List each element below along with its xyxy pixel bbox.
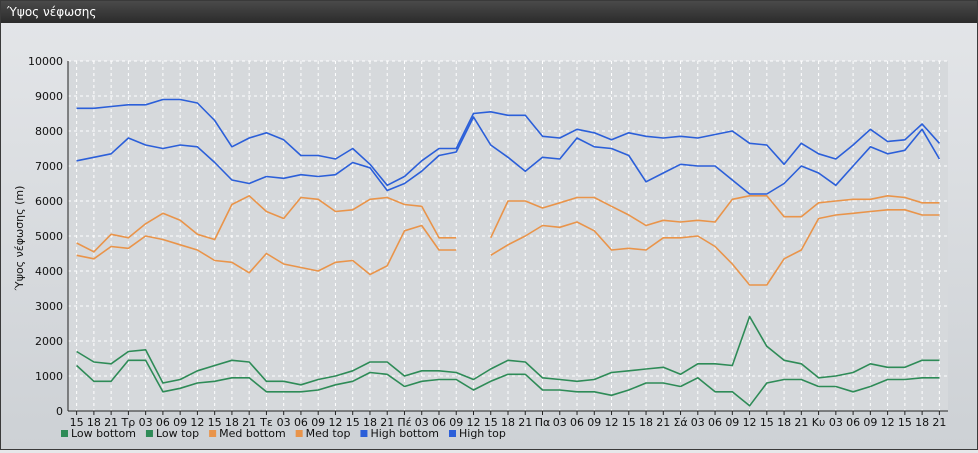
series-line-high-bottom bbox=[76, 116, 941, 195]
series-line-med-bottom bbox=[76, 209, 940, 286]
x-tick-label: 03 bbox=[415, 416, 429, 429]
x-tick-label: Πέ bbox=[397, 416, 411, 429]
x-tick-label: 03 bbox=[691, 416, 705, 429]
x-tick-label: 18 bbox=[639, 416, 653, 429]
x-tick-label: 21 bbox=[380, 416, 394, 429]
axes: 0 1000 2000 3000 4000 5000 6000 7000 8000 9000 100… bbox=[28, 55, 948, 429]
x-tick-label: 06 bbox=[294, 416, 308, 429]
x-tick-label: 03 bbox=[139, 416, 153, 429]
series-line-med-top bbox=[76, 195, 940, 253]
legend: Low bottom Low top Med bottom Med top High b… bbox=[61, 427, 506, 440]
chart-area: 0 1000 2000 3000 4000 5000 6000 7000 8000 9000 100… bbox=[1, 23, 977, 449]
x-tick-label: 12 bbox=[605, 416, 619, 429]
series-line-low-bottom bbox=[76, 359, 940, 407]
x-tick-label: 18 bbox=[87, 416, 101, 429]
window-title: Ύψος νέφωσης bbox=[1, 1, 977, 23]
x-tick-label: 18 bbox=[501, 416, 515, 429]
x-tick-label: 21 bbox=[518, 416, 532, 429]
x-tick-label: 03 bbox=[553, 416, 567, 429]
x-tick-label: 09 bbox=[449, 416, 463, 429]
x-tick-label: 15 bbox=[346, 416, 360, 429]
y-tick-label: 9000 bbox=[35, 90, 63, 103]
x-tick-label: 21 bbox=[104, 416, 118, 429]
y-axis-label: Ύψος νέφωσης (m) bbox=[13, 186, 26, 292]
x-tick-label: 06 bbox=[432, 416, 446, 429]
series-layer bbox=[76, 98, 941, 407]
y-tick-label: 6000 bbox=[35, 195, 63, 208]
x-tick-label: 12 bbox=[743, 416, 757, 429]
x-tick-label: Πα bbox=[535, 416, 551, 429]
y-tick-label: 2000 bbox=[35, 335, 63, 348]
legend-swatch-low-bottom bbox=[61, 430, 68, 437]
y-tick-label: 0 bbox=[56, 405, 63, 418]
y-tick-label: 7000 bbox=[35, 160, 63, 173]
legend-label-low-bottom: Low bottom bbox=[71, 427, 136, 440]
x-tick-label: 03 bbox=[829, 416, 843, 429]
x-tick-label: 15 bbox=[898, 416, 912, 429]
x-tick-label: 21 bbox=[242, 416, 256, 429]
y-tick-label: 5000 bbox=[35, 230, 63, 243]
x-tick-label: 15 bbox=[208, 416, 222, 429]
cloud-height-chart: 0 1000 2000 3000 4000 5000 6000 7000 8000 9000 100… bbox=[13, 55, 948, 440]
x-tick-label: 15 bbox=[622, 416, 636, 429]
x-tick-label: 18 bbox=[225, 416, 239, 429]
x-tick-label: Τρ bbox=[121, 416, 136, 429]
y-tick-label: 4000 bbox=[35, 265, 63, 278]
x-tick-label: 15 bbox=[760, 416, 774, 429]
x-tick-label: 03 bbox=[277, 416, 291, 429]
x-tick-label: 12 bbox=[328, 416, 342, 429]
x-tick-label: 12 bbox=[466, 416, 480, 429]
x-tick-label: 09 bbox=[725, 416, 739, 429]
x-tick-label: 21 bbox=[656, 416, 670, 429]
x-tick-label: Κυ bbox=[812, 416, 826, 429]
legend-swatch-med-top bbox=[295, 430, 303, 437]
x-tick-label: 21 bbox=[932, 416, 946, 429]
x-tick-label: 21 bbox=[794, 416, 808, 429]
series-line-low-top bbox=[76, 315, 940, 386]
legend-label-med-bottom: Med bottom bbox=[219, 427, 286, 440]
x-tick-label: 06 bbox=[708, 416, 722, 429]
grid-lines bbox=[68, 60, 948, 412]
legend-label-med-top: Med top bbox=[306, 427, 351, 440]
y-tick-label: 8000 bbox=[35, 125, 63, 138]
x-tick-label: Τε bbox=[259, 416, 273, 429]
y-tick-label: 3000 bbox=[35, 300, 63, 313]
legend-label-low-top: Low top bbox=[156, 427, 199, 440]
x-tick-label: 09 bbox=[587, 416, 601, 429]
legend-swatch-high-bottom bbox=[360, 430, 368, 437]
x-tick-label: 12 bbox=[190, 416, 204, 429]
legend-label-high-top: High top bbox=[459, 427, 506, 440]
series-line-high-top bbox=[76, 98, 940, 187]
x-tick-label: 09 bbox=[863, 416, 877, 429]
x-tick-label: 15 bbox=[70, 416, 84, 429]
y-tick-label: 1000 bbox=[35, 370, 63, 383]
x-tick-label: 18 bbox=[363, 416, 377, 429]
legend-label-high-bottom: High bottom bbox=[370, 427, 439, 440]
x-tick-label: 18 bbox=[777, 416, 791, 429]
legend-swatch-high-top bbox=[449, 430, 456, 437]
x-tick-label: 15 bbox=[484, 416, 498, 429]
x-tick-label: 06 bbox=[570, 416, 584, 429]
x-tick-label: 09 bbox=[173, 416, 187, 429]
x-tick-label: 06 bbox=[846, 416, 860, 429]
x-tick-label: 18 bbox=[915, 416, 929, 429]
x-tick-label: 09 bbox=[311, 416, 325, 429]
legend-swatch-med-bottom bbox=[209, 430, 217, 437]
y-tick-label: 10000 bbox=[28, 55, 63, 68]
x-tick-label: 12 bbox=[881, 416, 895, 429]
x-tick-label: 06 bbox=[156, 416, 170, 429]
legend-swatch-low-top bbox=[145, 430, 153, 437]
x-tick-label: Σά bbox=[673, 416, 687, 429]
